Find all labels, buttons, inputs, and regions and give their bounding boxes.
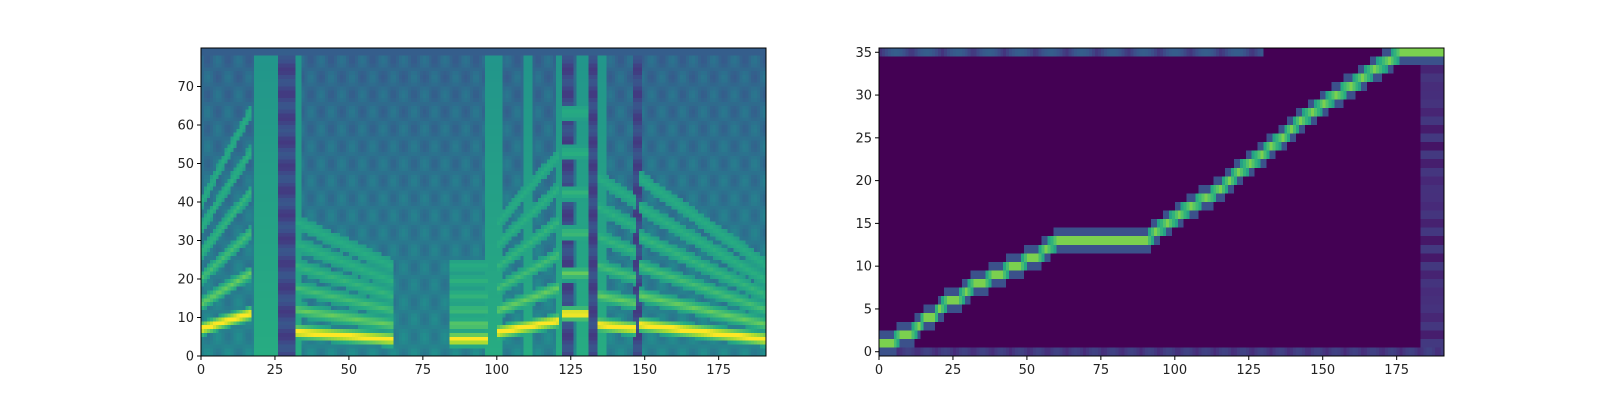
x-tick-label: 25 [267, 363, 284, 378]
y-tick-label: 30 [177, 234, 194, 249]
x-tick-label: 175 [1384, 363, 1409, 378]
y-tick-label: 35 [855, 46, 872, 61]
x-tick-label: 125 [558, 363, 583, 378]
spectrogram-panel: 0 25 50 75 100 125 150 175 0 10 20 30 40 50 60 70 [177, 47, 767, 378]
x-tick-label: 50 [341, 363, 358, 378]
x-tick-label: 0 [197, 363, 205, 378]
x-tick-label: 150 [632, 363, 657, 378]
x-tick-label: 150 [1310, 363, 1335, 378]
y-tick-label: 15 [855, 217, 872, 232]
x-tick-label: 50 [1019, 363, 1036, 378]
heatmap-image [201, 48, 766, 356]
y-tick-label: 20 [855, 174, 872, 189]
y-tick-label: 70 [177, 80, 194, 95]
y-tick-label: 0 [186, 350, 194, 365]
x-tick-label: 100 [1162, 363, 1187, 378]
y-tick-label: 20 [177, 273, 194, 288]
x-tick-label: 125 [1236, 363, 1261, 378]
y-tick-label: 50 [177, 157, 194, 172]
heatmap-image [879, 48, 1444, 356]
x-tick-label: 75 [1093, 363, 1110, 378]
y-tick-label: 10 [177, 311, 194, 326]
y-tick-label: 10 [855, 260, 872, 275]
x-tick-label: 75 [415, 363, 432, 378]
x-tick-label: 25 [945, 363, 962, 378]
alignment-panel: 0 25 50 75 100 125 150 175 0 5 10 15 20 25 30 35 [855, 46, 1445, 378]
x-tick-label: 0 [875, 363, 883, 378]
y-tick-label: 60 [177, 119, 194, 134]
axes-frame [878, 47, 1445, 357]
y-tick-label: 25 [855, 131, 872, 146]
y-tick-label: 5 [864, 302, 872, 317]
x-tick-label: 175 [706, 363, 731, 378]
y-tick-label: 0 [864, 345, 872, 360]
y-tick-label: 30 [855, 89, 872, 104]
x-tick-label: 100 [484, 363, 509, 378]
y-tick-label: 40 [177, 196, 194, 211]
